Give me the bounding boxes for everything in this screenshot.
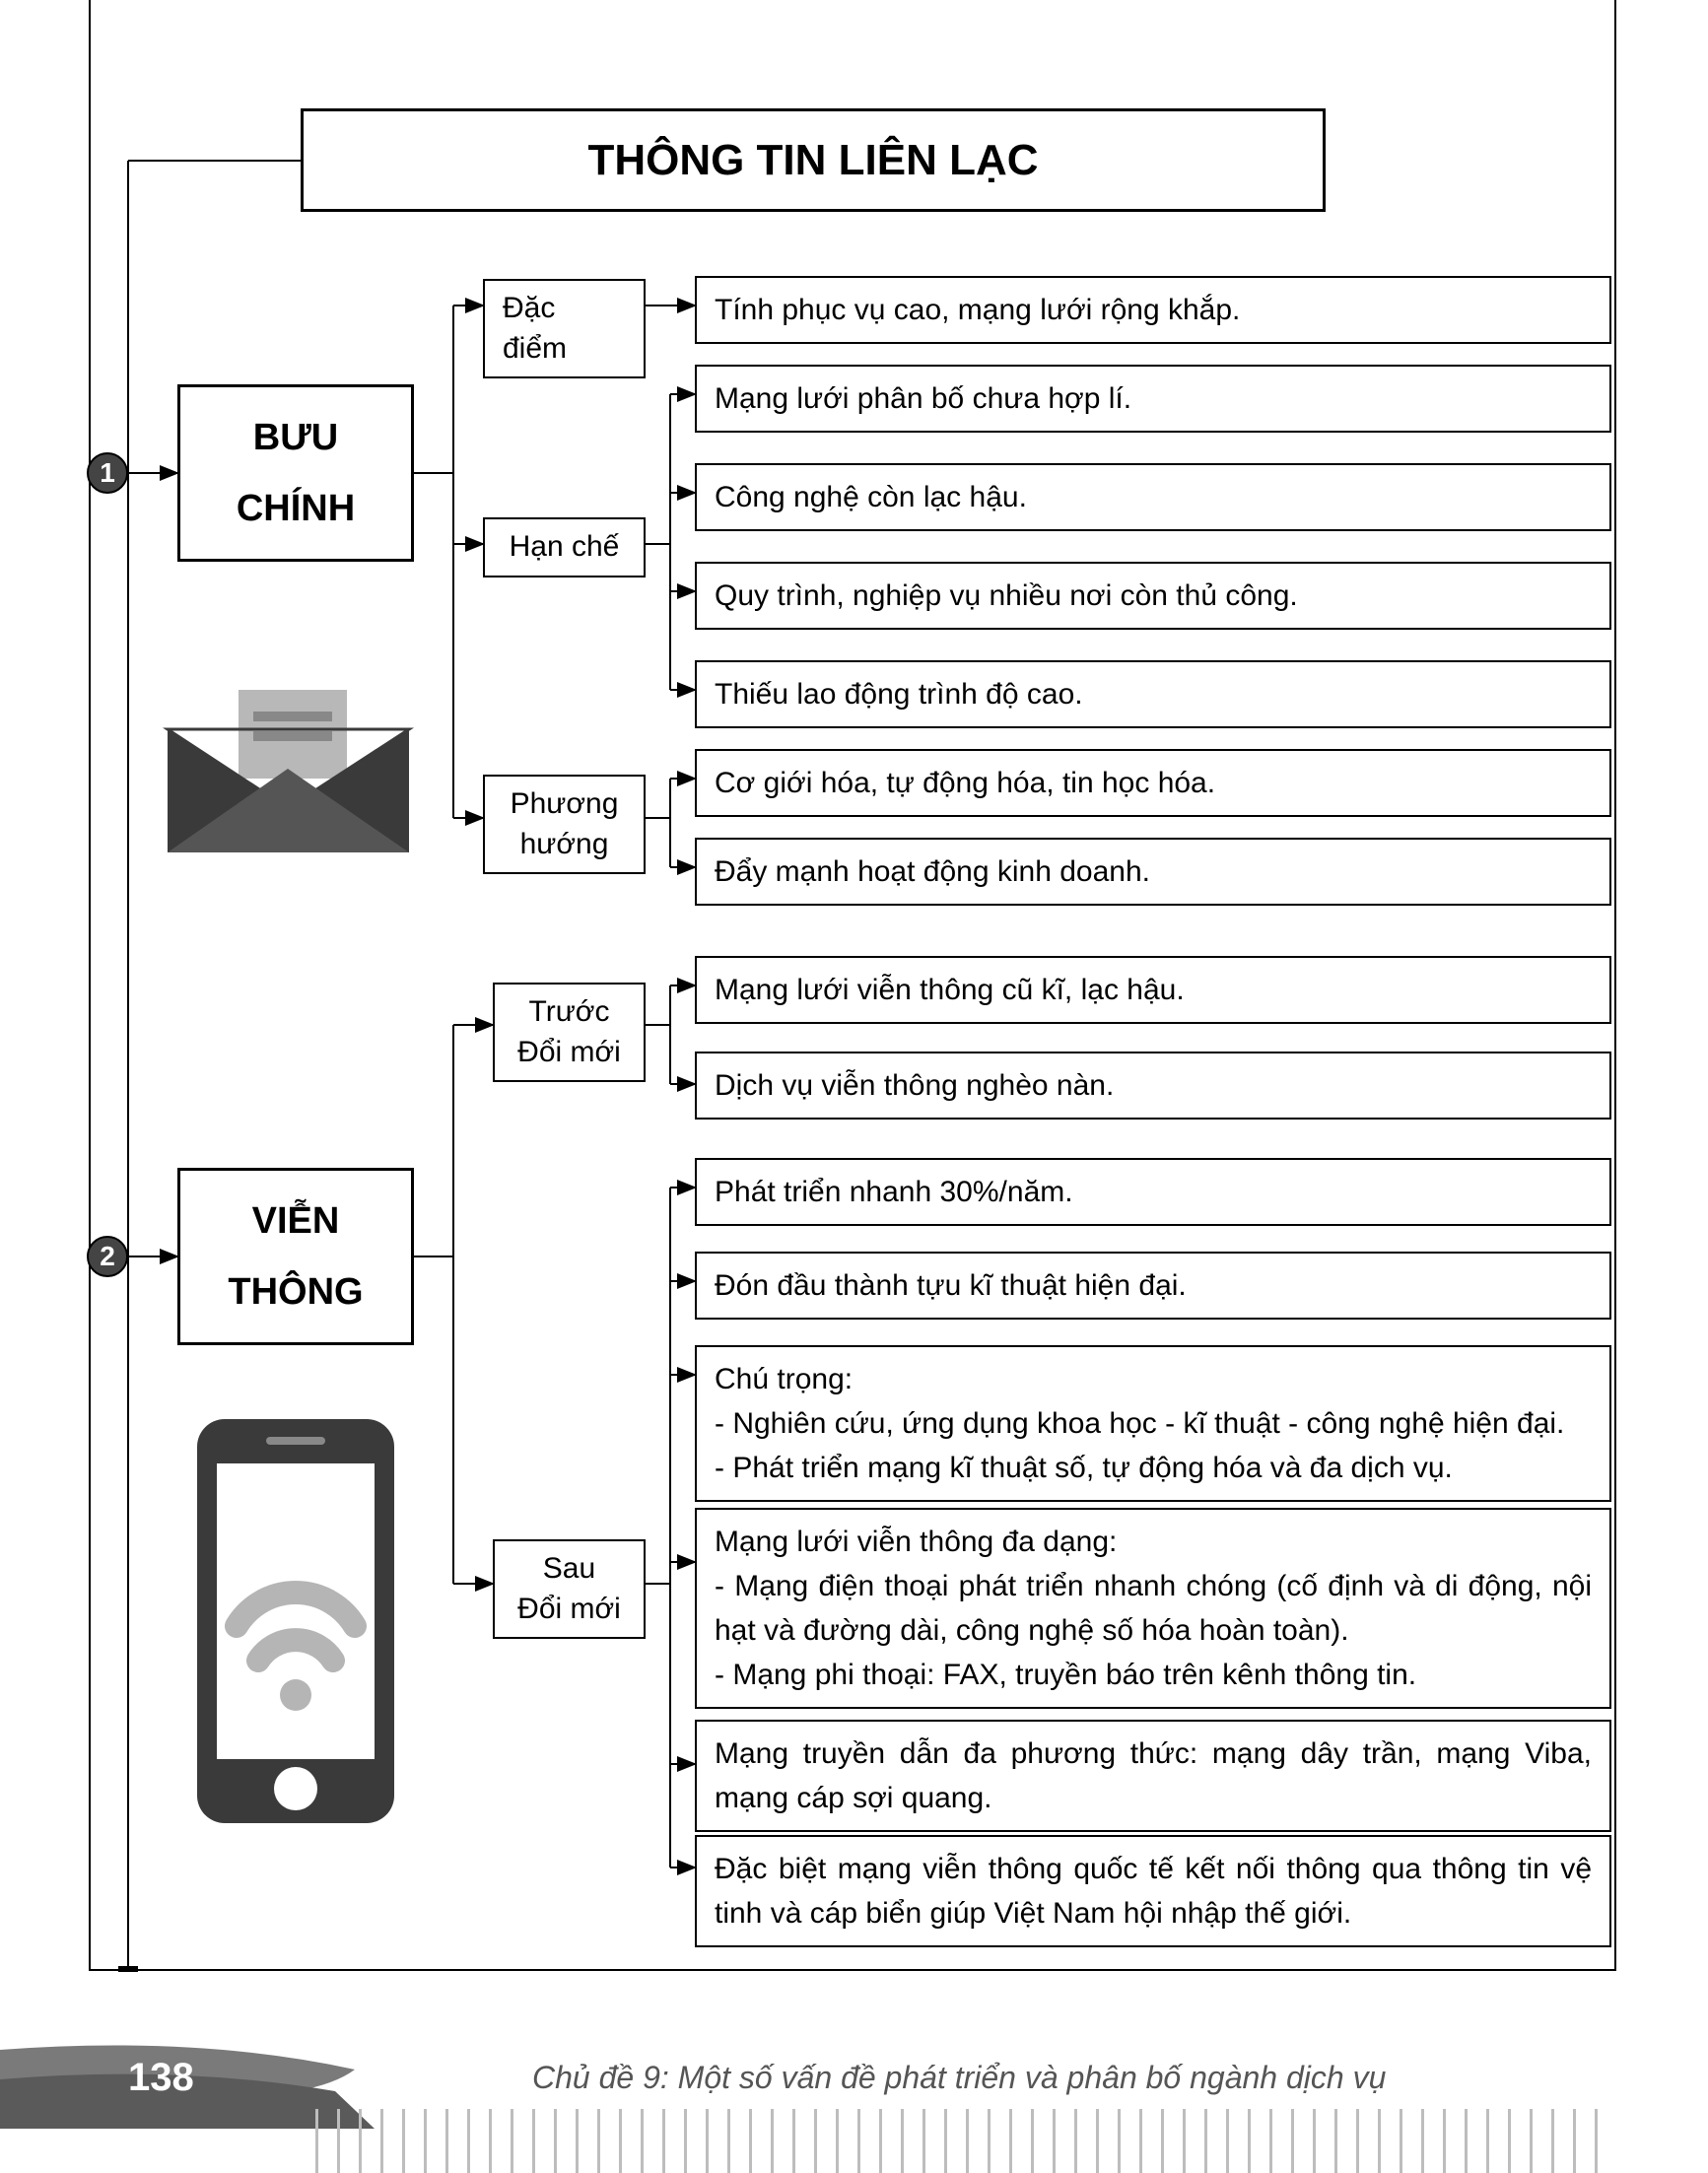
hc2-text: Quy trình, nghiệp vụ nhiều nơi còn thủ c… <box>715 579 1298 612</box>
badge-2-text: 2 <box>100 1241 115 1272</box>
hc1-text: Công nghệ còn lạc hậu. <box>715 481 1027 513</box>
sub-han-che: Hạn chế <box>483 517 646 577</box>
footer-hatching <box>315 2109 1611 2173</box>
sub-truoc-doi-moi: Trước Đổi mới <box>493 983 646 1082</box>
detail-ph-0: Cơ giới hóa, tự động hóa, tin học hóa. <box>695 749 1611 817</box>
sa4-text: Mạng truyền dẫn đa phương thức: mạng dây… <box>715 1737 1592 1814</box>
sub-tr-l1: Trước <box>529 992 610 1033</box>
main1-l2: CHÍNH <box>237 473 355 544</box>
hc3-text: Thiếu lao động trình độ cao. <box>715 678 1083 711</box>
tr1-text: Dịch vụ viễn thông nghèo nàn. <box>715 1069 1114 1102</box>
phone-icon <box>168 1409 424 1833</box>
sub-ph-l1: Phương <box>511 784 619 825</box>
detail-hc-0: Mạng lưới phân bố chưa hợp lí. <box>695 365 1611 433</box>
dd0-text: Tính phục vụ cao, mạng lưới rộng khắp. <box>715 294 1240 326</box>
main2-l1: VIỄN <box>252 1186 340 1256</box>
main1-l1: BƯU <box>253 402 338 473</box>
detail-hc-2: Quy trình, nghiệp vụ nhiều nơi còn thủ c… <box>695 562 1611 630</box>
main-buu-chinh: BƯU CHÍNH <box>177 384 414 562</box>
sa0-text: Phát triển nhanh 30%/năm. <box>715 1176 1073 1208</box>
title-box: THÔNG TIN LIÊN LẠC <box>301 108 1326 212</box>
detail-sa-4: Mạng truyền dẫn đa phương thức: mạng dây… <box>695 1720 1611 1832</box>
detail-sa-1: Đón đầu thành tựu kĩ thuật hiện đại. <box>695 1252 1611 1320</box>
hc0-text: Mạng lưới phân bố chưa hợp lí. <box>715 382 1131 415</box>
sub-phuong-huong: Phương hướng <box>483 775 646 874</box>
badge-1: 1 <box>87 452 128 494</box>
detail-ph-1: Đẩy mạnh hoạt động kinh doanh. <box>695 838 1611 906</box>
page-number: 138 <box>128 2056 194 2100</box>
sub-ph-l2: hướng <box>520 825 609 865</box>
envelope-icon <box>148 660 429 857</box>
detail-sa-5: Đặc biệt mạng viễn thông quốc tế kết nối… <box>695 1835 1611 1947</box>
badge-2: 2 <box>87 1236 128 1277</box>
ph0-text: Cơ giới hóa, tự động hóa, tin học hóa. <box>715 767 1215 799</box>
sa5-text: Đặc biệt mạng viễn thông quốc tế kết nối… <box>715 1853 1592 1930</box>
sa1-text: Đón đầu thành tựu kĩ thuật hiện đại. <box>715 1269 1187 1302</box>
detail-tr-1: Dịch vụ viễn thông nghèo nàn. <box>695 1052 1611 1120</box>
detail-tr-0: Mạng lưới viễn thông cũ kĩ, lạc hậu. <box>695 956 1611 1024</box>
footer-text: Chủ đề 9: Một số vấn đề phát triển và ph… <box>532 2060 1386 2096</box>
sa3-text: Mạng lưới viễn thông đa dạng: - Mạng điệ… <box>715 1526 1592 1691</box>
detail-dd-0: Tính phục vụ cao, mạng lưới rộng khắp. <box>695 276 1611 344</box>
detail-sa-3: Mạng lưới viễn thông đa dạng: - Mạng điệ… <box>695 1508 1611 1709</box>
main-vien-thong: VIỄN THÔNG <box>177 1168 414 1345</box>
badge-1-text: 1 <box>100 457 115 489</box>
sub-dac-diem: Đặc điểm <box>483 279 646 378</box>
tr0-text: Mạng lưới viễn thông cũ kĩ, lạc hậu. <box>715 974 1185 1006</box>
detail-sa-2: Chú trọng: - Nghiên cứu, ứng dụng khoa h… <box>695 1345 1611 1502</box>
sub-dd-label: Đặc điểm <box>503 289 626 369</box>
detail-hc-3: Thiếu lao động trình độ cao. <box>695 660 1611 728</box>
diagram-flowchart: THÔNG TIN LIÊN LẠC 1 2 BƯU CHÍNH Đặc điể… <box>0 0 1708 2173</box>
ph1-text: Đẩy mạnh hoạt động kinh doanh. <box>715 855 1150 888</box>
sub-sa-l1: Sau <box>543 1549 595 1590</box>
title-text: THÔNG TIN LIÊN LẠC <box>587 136 1038 185</box>
sub-hc-label: Hạn chế <box>510 527 620 568</box>
detail-hc-1: Công nghệ còn lạc hậu. <box>695 463 1611 531</box>
sa2-text: Chú trọng: - Nghiên cứu, ứng dụng khoa h… <box>715 1363 1564 1484</box>
main2-l2: THÔNG <box>228 1256 363 1327</box>
sub-sau-doi-moi: Sau Đổi mới <box>493 1539 646 1639</box>
detail-sa-0: Phát triển nhanh 30%/năm. <box>695 1158 1611 1226</box>
sub-tr-l2: Đổi mới <box>517 1033 621 1073</box>
sub-sa-l2: Đổi mới <box>517 1590 621 1630</box>
